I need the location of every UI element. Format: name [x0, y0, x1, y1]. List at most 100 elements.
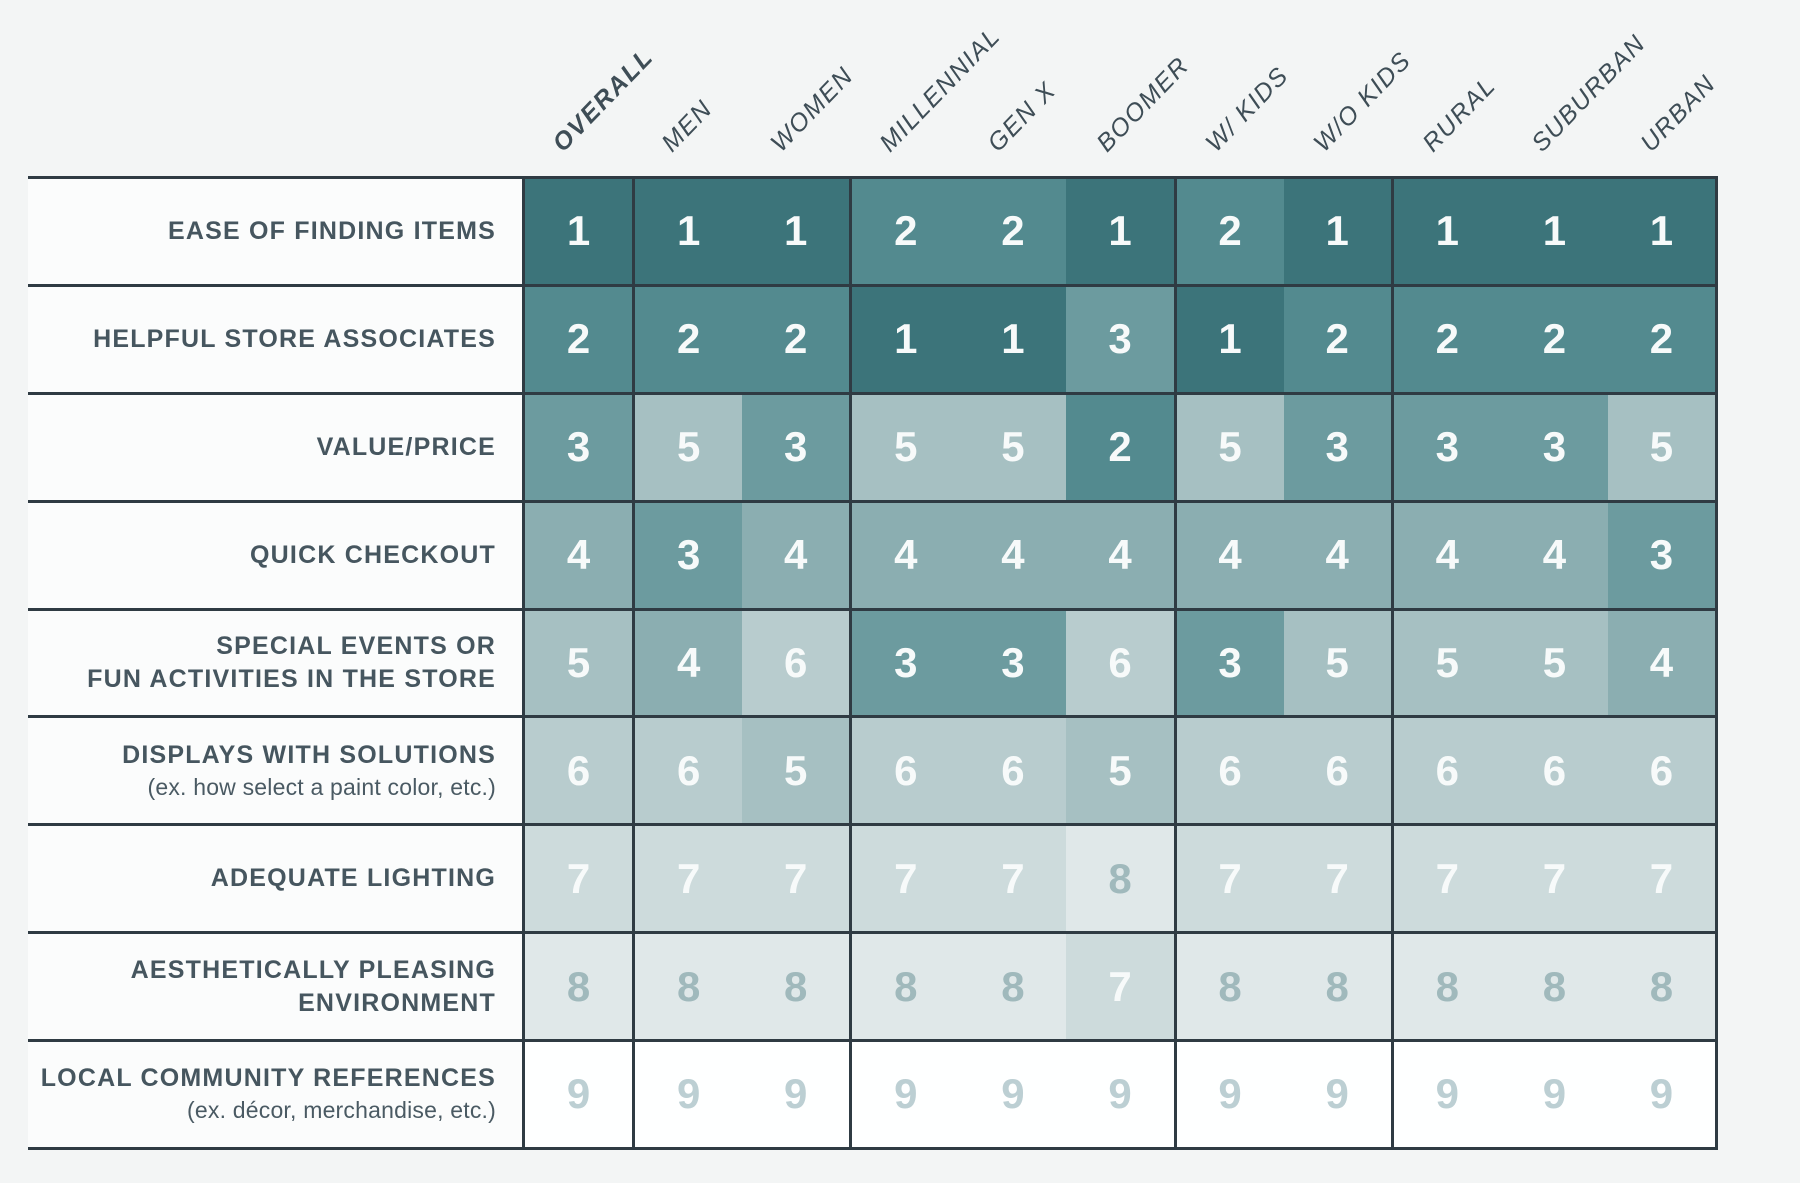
row-label-text: DISPLAYS WITH SOLUTIONS: [122, 740, 496, 769]
row-label-text: FUN ACTIVITIES IN THE STORE: [87, 664, 496, 693]
heatmap-cell-men-ease-of-finding-items: 1: [632, 179, 743, 284]
row-label: EASE OF FINDING ITEMS: [28, 179, 522, 284]
heatmap-cell-gen-x-adequate-lighting: 7: [959, 826, 1067, 932]
heatmap-cell-urban-adequate-lighting: 7: [1607, 826, 1719, 932]
heatmap-cell-gen-x-special-events-or: 3: [959, 610, 1067, 716]
heatmap-cell-women-helpful-store-associates: 2: [742, 286, 850, 392]
heatmap-cell-overall-helpful-store-associates: 2: [522, 286, 633, 392]
heatmap-cell-women-ease-of-finding-items: 1: [742, 179, 850, 284]
row-label: QUICK CHECKOUT: [28, 502, 522, 608]
heatmap-cell-rural-ease-of-finding-items: 1: [1390, 179, 1501, 284]
heatmap-cell-men-special-events-or: 4: [632, 610, 743, 716]
heatmap-cell-boomer-value-price: 2: [1066, 394, 1174, 500]
row-label: HELPFUL STORE ASSOCIATES: [28, 286, 522, 392]
heatmap-cell-boomer-quick-checkout: 4: [1066, 502, 1174, 608]
column-header-women: WOMEN: [764, 61, 859, 158]
heatmap-cell-urban-local-community-references: 9: [1607, 1042, 1719, 1147]
heatmap-cell-urban-displays-with-solutions: 6: [1607, 718, 1719, 824]
table-row-adequate-lighting: ADEQUATE LIGHTING 7 7 7 7 7 8 7 7 7 7 7: [28, 826, 1719, 935]
heatmap-grid: EASE OF FINDING ITEMS 1 1 1 2 2 1 2 1 1 1 1 HELPFUL …: [28, 176, 1719, 1150]
heatmap-cell-overall-quick-checkout: 4: [522, 502, 633, 608]
row-label-text: VALUE/PRICE: [316, 432, 496, 461]
heatmap-cell-w-kids-helpful-store-associates: 1: [1173, 286, 1284, 392]
heatmap-cell-w-o-kids-displays-with-solutions: 6: [1283, 718, 1391, 824]
heatmap-cell-millennial-ease-of-finding-items: 2: [849, 179, 960, 284]
heatmap-cell-men-value-price: 5: [632, 394, 743, 500]
heatmap-cell-gen-x-value-price: 5: [959, 394, 1067, 500]
heatmap-cell-suburban-adequate-lighting: 7: [1500, 826, 1608, 932]
row-label-text: ENVIRONMENT: [298, 988, 496, 1017]
heatmap-cell-gen-x-aesthetically-pleasing: 8: [959, 934, 1067, 1039]
heatmap-cell-urban-value-price: 5: [1607, 394, 1719, 500]
row-label: ADEQUATE LIGHTING: [28, 826, 522, 932]
heatmap-cell-suburban-aesthetically-pleasing: 8: [1500, 934, 1608, 1039]
heatmap-cell-suburban-local-community-references: 9: [1500, 1042, 1608, 1147]
heatmap-cell-women-aesthetically-pleasing: 8: [742, 934, 850, 1039]
row-label: SPECIAL EVENTS OR FUN ACTIVITIES IN THE S…: [28, 610, 522, 716]
row-sublabel-text: (ex. décor, merchandise, etc.): [187, 1097, 496, 1124]
row-label-text: AESTHETICALLY PLEASING: [130, 955, 496, 984]
heatmap-cell-men-aesthetically-pleasing: 8: [632, 934, 743, 1039]
table-row-quick-checkout: QUICK CHECKOUT 4 3 4 4 4 4 4 4 4 4 3: [28, 502, 1719, 611]
heatmap-cell-suburban-value-price: 3: [1500, 394, 1608, 500]
heatmap-cell-men-adequate-lighting: 7: [632, 826, 743, 932]
row-label-text: LOCAL COMMUNITY REFERENCES: [40, 1064, 496, 1093]
heatmap-cell-men-helpful-store-associates: 2: [632, 286, 743, 392]
column-header-rural: RURAL: [1417, 71, 1502, 158]
heatmap-cell-overall-special-events-or: 5: [522, 610, 633, 716]
table-row-local-community-references: LOCAL COMMUNITY REFERENCES (ex. décor, me…: [28, 1042, 1719, 1150]
row-label-text: ADEQUATE LIGHTING: [210, 864, 496, 893]
row-label-text: HELPFUL STORE ASSOCIATES: [93, 324, 496, 353]
heatmap-cell-boomer-adequate-lighting: 8: [1066, 826, 1174, 932]
heatmap-cell-w-kids-quick-checkout: 4: [1173, 502, 1284, 608]
heatmap-cell-w-o-kids-quick-checkout: 4: [1283, 502, 1391, 608]
heatmap-cell-rural-displays-with-solutions: 6: [1390, 718, 1501, 824]
column-header-overall: OVERALL: [547, 42, 660, 158]
heatmap-cell-boomer-displays-with-solutions: 5: [1066, 718, 1174, 824]
heatmap-cell-women-special-events-or: 6: [742, 610, 850, 716]
heatmap-cell-rural-adequate-lighting: 7: [1390, 826, 1501, 932]
heatmap-cell-rural-value-price: 3: [1390, 394, 1501, 500]
column-header-w-o-kids: W/O KIDS: [1308, 46, 1418, 158]
heatmap-cell-w-kids-value-price: 5: [1173, 394, 1284, 500]
heatmap-cell-w-kids-displays-with-solutions: 6: [1173, 718, 1284, 824]
heatmap-cell-men-quick-checkout: 3: [632, 502, 743, 608]
heatmap-cell-women-displays-with-solutions: 5: [742, 718, 850, 824]
table-row-helpful-store-associates: HELPFUL STORE ASSOCIATES 2 2 2 1 1 3 1 2 2 2 2: [28, 286, 1719, 395]
heatmap-cell-millennial-helpful-store-associates: 1: [849, 286, 960, 392]
heatmap-cell-urban-helpful-store-associates: 2: [1607, 286, 1719, 392]
heatmap-cell-gen-x-ease-of-finding-items: 2: [959, 179, 1067, 284]
heatmap-cell-rural-aesthetically-pleasing: 8: [1390, 934, 1501, 1039]
column-header-suburban: SUBURBAN: [1526, 29, 1652, 158]
heatmap-cell-suburban-displays-with-solutions: 6: [1500, 718, 1608, 824]
column-header-gen-x: GEN X: [982, 76, 1062, 158]
row-label: LOCAL COMMUNITY REFERENCES (ex. décor, me…: [28, 1042, 522, 1147]
heatmap-cell-millennial-special-events-or: 3: [849, 610, 960, 716]
heatmap-cell-overall-displays-with-solutions: 6: [522, 718, 633, 824]
heatmap-cell-millennial-value-price: 5: [849, 394, 960, 500]
heatmap-cell-millennial-aesthetically-pleasing: 8: [849, 934, 960, 1039]
heatmap-cell-boomer-helpful-store-associates: 3: [1066, 286, 1174, 392]
column-header-w-kids: W/ KIDS: [1199, 61, 1294, 158]
heatmap-cell-w-o-kids-value-price: 3: [1283, 394, 1391, 500]
heatmap-cell-suburban-ease-of-finding-items: 1: [1500, 179, 1608, 284]
heatmap-cell-rural-special-events-or: 5: [1390, 610, 1501, 716]
heatmap-cell-urban-aesthetically-pleasing: 8: [1607, 934, 1719, 1039]
row-label: DISPLAYS WITH SOLUTIONS (ex. how select a…: [28, 718, 522, 824]
heatmap-cell-women-quick-checkout: 4: [742, 502, 850, 608]
heatmap-cell-w-o-kids-ease-of-finding-items: 1: [1283, 179, 1391, 284]
heatmap-cell-rural-helpful-store-associates: 2: [1390, 286, 1501, 392]
row-label: AESTHETICALLY PLEASING ENVIRONMENT: [28, 934, 522, 1039]
heatmap-cell-men-displays-with-solutions: 6: [632, 718, 743, 824]
table-row-aesthetically-pleasing: AESTHETICALLY PLEASING ENVIRONMENT 8 8 8 8 8 7 8…: [28, 934, 1719, 1042]
heatmap-cell-w-o-kids-helpful-store-associates: 2: [1283, 286, 1391, 392]
heatmap-cell-overall-adequate-lighting: 7: [522, 826, 633, 932]
row-label-text: SPECIAL EVENTS OR: [216, 631, 496, 660]
row-label: VALUE/PRICE: [28, 394, 522, 500]
heatmap-cell-overall-aesthetically-pleasing: 8: [522, 934, 633, 1039]
heatmap-cell-women-local-community-references: 9: [742, 1042, 850, 1147]
heatmap-cell-suburban-quick-checkout: 4: [1500, 502, 1608, 608]
table-row-value-price: VALUE/PRICE 3 5 3 5 5 2 5 3 3 3 5: [28, 394, 1719, 503]
heatmap-cell-millennial-local-community-references: 9: [849, 1042, 960, 1147]
